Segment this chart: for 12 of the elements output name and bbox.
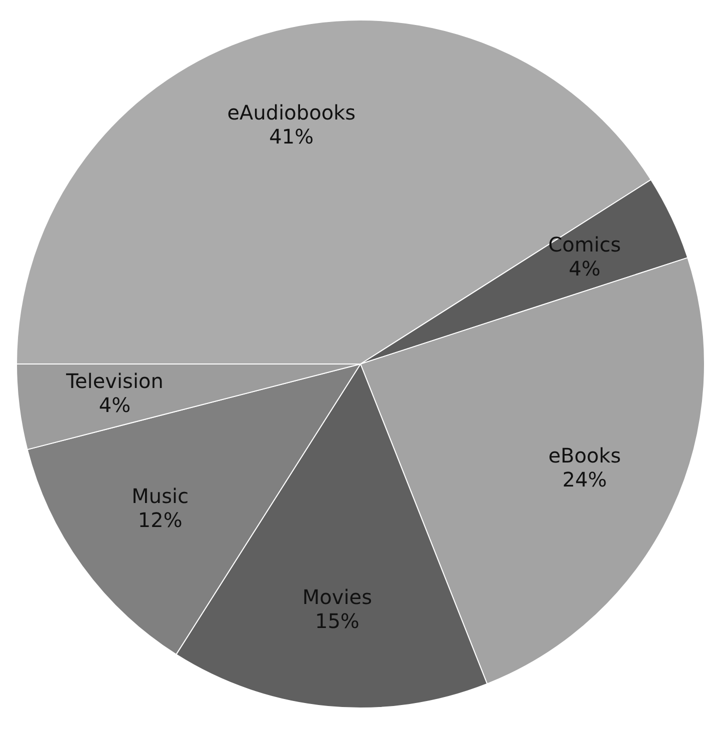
slice-label: Television	[65, 369, 164, 394]
slice-label: eAudiobooks	[227, 100, 356, 124]
data-label: 24%	[562, 468, 607, 492]
slice-label: Movies	[302, 584, 372, 609]
data-label: 41%	[269, 124, 314, 148]
slice-label: Music	[132, 484, 189, 508]
data-label: 4%	[568, 256, 600, 281]
slice-label: eBooks	[548, 444, 621, 468]
data-label: 4%	[98, 393, 131, 418]
data-label: 12%	[138, 508, 182, 532]
data-label: 15%	[314, 608, 360, 633]
slice-label: Comics	[548, 232, 621, 257]
